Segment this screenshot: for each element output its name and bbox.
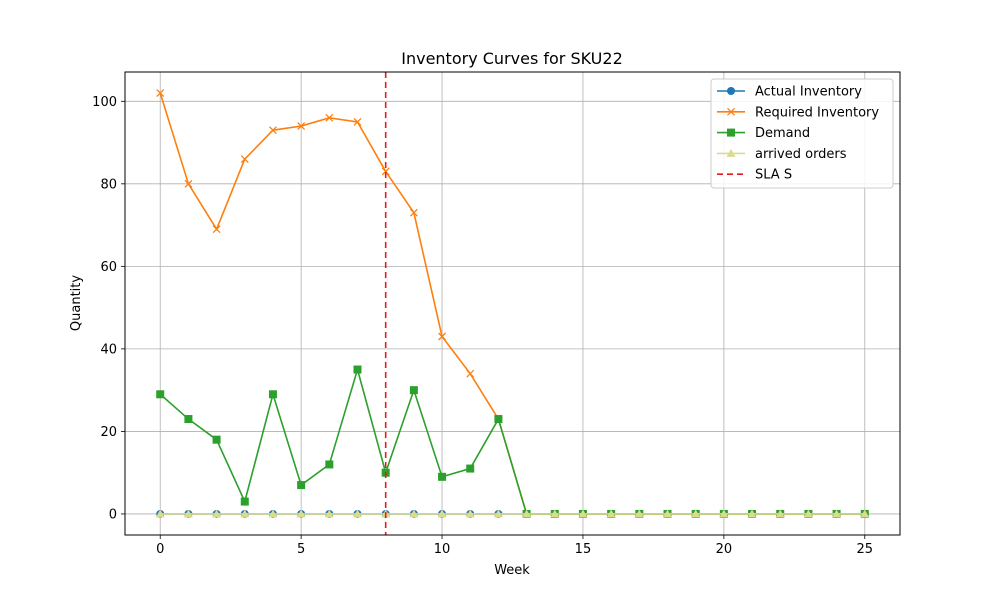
legend-entry: arrived orders	[717, 147, 847, 162]
data-point	[775, 509, 785, 518]
data-point	[691, 509, 701, 518]
data-point	[550, 509, 560, 518]
chart-title: Inventory Curves for SKU22	[401, 49, 623, 68]
data-point	[240, 155, 249, 164]
series-demand	[156, 365, 869, 518]
data-point	[803, 509, 813, 518]
data-point	[466, 369, 475, 378]
data-point	[325, 460, 334, 469]
plot-area	[155, 72, 870, 535]
legend-label: arrived orders	[755, 147, 847, 162]
legend-marker	[727, 128, 735, 137]
legend-label: Actual Inventory	[755, 85, 862, 100]
y-tick-label: 100	[92, 95, 117, 110]
data-point	[268, 509, 278, 518]
data-point	[240, 497, 249, 506]
data-point	[860, 509, 870, 518]
data-point	[184, 179, 193, 188]
legend-entry: Demand	[717, 126, 810, 141]
data-point	[438, 332, 447, 341]
data-point	[409, 509, 419, 518]
legend-entry: Actual Inventory	[717, 85, 862, 100]
data-point	[155, 509, 165, 518]
data-point	[719, 509, 729, 518]
data-point	[606, 509, 616, 518]
data-point	[381, 167, 390, 176]
data-point	[832, 509, 842, 518]
data-point	[297, 122, 306, 131]
y-tick-label: 20	[100, 425, 117, 440]
x-tick-label: 10	[434, 542, 451, 557]
data-point	[212, 225, 221, 234]
x-tick-label: 15	[575, 542, 592, 557]
data-point	[438, 472, 447, 481]
legend-label: Required Inventory	[755, 105, 879, 120]
data-point	[184, 415, 193, 424]
data-point	[409, 208, 418, 217]
data-point	[268, 126, 277, 135]
data-point	[493, 509, 503, 518]
data-point	[156, 390, 165, 399]
data-point	[156, 89, 165, 98]
data-point	[747, 509, 757, 518]
data-point	[353, 509, 362, 518]
data-point	[353, 117, 362, 126]
legend-entry: SLA S	[717, 168, 792, 183]
x-tick-label: 25	[856, 542, 873, 557]
series-line	[159, 366, 865, 515]
plot-frame	[124, 71, 901, 536]
legend-box	[710, 78, 894, 189]
data-point	[466, 464, 475, 473]
legend-entry: Required Inventory	[717, 105, 879, 120]
data-point	[297, 481, 306, 490]
legend-marker	[727, 87, 735, 95]
data-point	[183, 509, 193, 518]
legend-label: Demand	[755, 126, 810, 141]
data-point	[437, 509, 447, 518]
data-point	[494, 415, 503, 424]
x-axis-label: Week	[494, 563, 530, 578]
data-point	[212, 509, 222, 518]
data-point	[324, 509, 334, 518]
y-axis-label: Quantity	[69, 275, 84, 331]
x-tick-label: 0	[156, 542, 164, 557]
data-point	[325, 113, 334, 122]
y-tick-label: 80	[100, 177, 117, 192]
x-tick-label: 20	[716, 542, 733, 557]
data-point	[522, 509, 532, 518]
legend-label: SLA S	[755, 168, 792, 183]
data-point	[409, 386, 418, 395]
data-point	[240, 509, 250, 518]
data-point	[634, 509, 644, 518]
legend: Actual Inventory Required Inventory Demand…	[710, 78, 894, 189]
axis-ticks: 0 5 10 15 20 25 0 20 40 60 80 100	[92, 95, 873, 557]
data-point	[353, 365, 362, 374]
y-tick-label: 0	[109, 507, 117, 522]
data-point	[663, 509, 672, 518]
data-point	[578, 509, 588, 518]
series-arrived-orders	[155, 509, 870, 518]
y-tick-label: 40	[100, 342, 117, 357]
data-point	[212, 435, 221, 444]
data-point	[296, 509, 306, 518]
legend-marker	[727, 107, 735, 116]
data-point	[268, 390, 277, 399]
legend-marker	[726, 148, 736, 157]
data-point	[465, 509, 475, 518]
x-tick-label: 5	[297, 542, 305, 557]
y-tick-label: 60	[100, 260, 117, 275]
